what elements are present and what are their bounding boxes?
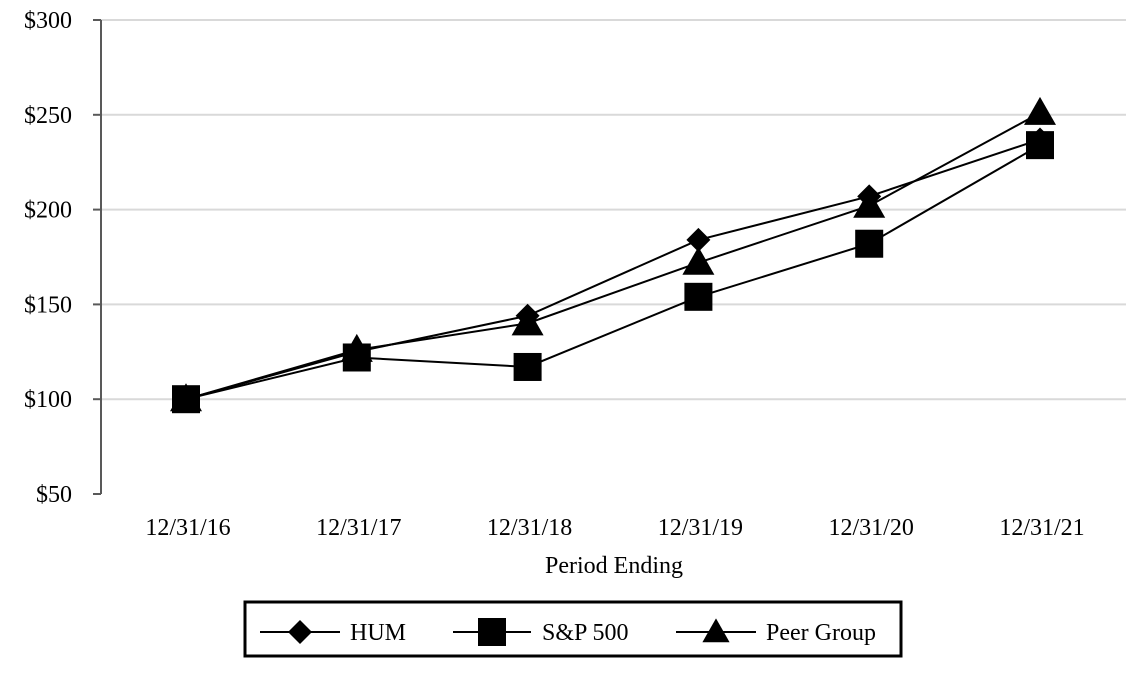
series-markers [172, 131, 1054, 414]
y-tick-label: $300 [24, 8, 72, 34]
triangle-marker [853, 189, 886, 218]
series [170, 96, 1056, 414]
y-tick-label: $250 [24, 103, 72, 129]
square-marker [684, 282, 713, 311]
x-tick-label: 12/31/20 [829, 515, 914, 541]
triangle-marker [1024, 96, 1056, 125]
series-markers [170, 96, 1056, 412]
diamond-marker [686, 227, 711, 252]
square-marker [478, 618, 506, 646]
square-marker [172, 385, 200, 414]
diamond-marker [288, 620, 312, 644]
legend-item: S&P 500 [453, 618, 628, 646]
gridlines [101, 19, 1126, 401]
x-axis-title: Period Ending [545, 553, 683, 579]
legend-item: Peer Group [676, 618, 876, 646]
y-tick-label: $100 [24, 387, 72, 413]
x-tick-label: 12/31/21 [999, 515, 1084, 541]
x-tick-label: 12/31/17 [316, 515, 401, 541]
series-line [185, 144, 1041, 401]
x-tick-label: 12/31/18 [487, 515, 572, 541]
x-tick-label: 12/31/16 [145, 515, 230, 541]
square-marker [1026, 131, 1054, 160]
legend-box [243, 600, 903, 658]
legend-label: HUM [350, 620, 406, 646]
y-tick-label: $50 [36, 482, 72, 508]
square-marker [513, 352, 542, 381]
triangle-marker [511, 307, 544, 336]
legend-label: S&P 500 [542, 620, 628, 646]
y-tick-label: $200 [24, 198, 72, 224]
x-axis-title-group: Period Ending [545, 553, 683, 579]
triangle-marker [682, 246, 715, 275]
series-line [185, 138, 1041, 401]
series-markers [174, 127, 1052, 412]
y-tick-label: $150 [24, 292, 72, 318]
series-line [185, 112, 1041, 401]
legend: HUM S&P 500 Peer Group [243, 600, 903, 658]
axes: $50 $100 $150 $200 $250 $300 12/31/16 12/31/17 1… [24, 8, 1085, 541]
legend-label: Peer Group [766, 620, 876, 646]
legend-item: HUM [260, 620, 406, 646]
triangle-marker [702, 618, 730, 643]
square-marker [855, 229, 884, 258]
square-marker [342, 343, 371, 372]
x-tick-label: 12/31/19 [658, 515, 743, 541]
